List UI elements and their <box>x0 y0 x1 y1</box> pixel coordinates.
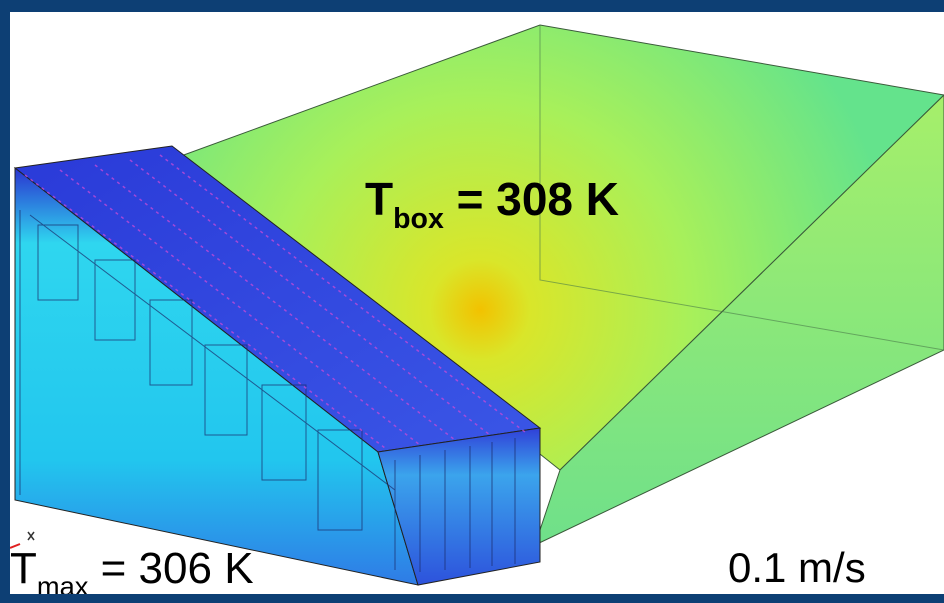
symbol: T <box>365 173 393 225</box>
simulation-view: Tbox = 308 K Tmax = 306 K 0.1 m/s <box>0 0 944 603</box>
max-temperature-label: Tmax = 306 K <box>10 544 254 602</box>
subscript: box <box>393 203 444 235</box>
box-temperature-label: Tbox = 308 K <box>365 172 619 236</box>
render <box>10 12 944 594</box>
value-text: = 308 K <box>444 173 619 225</box>
flow-speed-label: 0.1 m/s <box>728 544 866 592</box>
value-text: = 306 K <box>88 544 253 593</box>
subscript: max <box>37 570 89 601</box>
symbol: T <box>10 544 37 593</box>
